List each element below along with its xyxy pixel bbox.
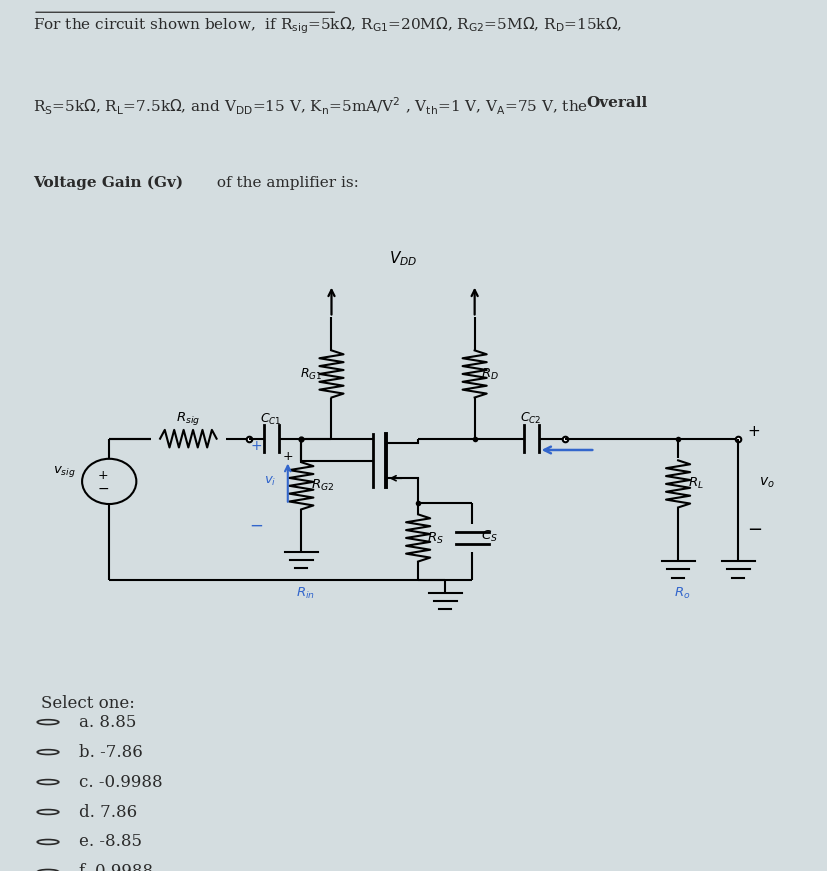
Text: R$_{\rm S}$=5k$\Omega$, R$_{\rm L}$=7.5k$\Omega$, and V$_{\rm DD}$=15 V, K$_{\rm: R$_{\rm S}$=5k$\Omega$, R$_{\rm L}$=7.5k… (33, 96, 588, 117)
Text: $v_o$: $v_o$ (758, 476, 774, 490)
Text: Select one:: Select one: (41, 695, 135, 712)
Text: +: + (282, 450, 293, 463)
Text: $R_{G2}$: $R_{G2}$ (311, 478, 334, 493)
Text: $R_{in}$: $R_{in}$ (295, 586, 314, 602)
Text: −: − (249, 517, 263, 535)
Text: +: + (98, 469, 108, 482)
Text: +: + (747, 423, 759, 439)
Text: $C_{C1}$: $C_{C1}$ (261, 412, 282, 428)
Text: $v_{sig}$: $v_{sig}$ (53, 464, 75, 479)
Text: a. 8.85: a. 8.85 (79, 713, 136, 731)
Text: +: + (250, 439, 261, 453)
Text: $C_{C2}$: $C_{C2}$ (520, 411, 541, 426)
Text: d. 7.86: d. 7.86 (79, 804, 136, 820)
Text: e. -8.85: e. -8.85 (79, 834, 141, 850)
Text: b. -7.86: b. -7.86 (79, 744, 142, 760)
Text: $R_D$: $R_D$ (480, 367, 498, 381)
Text: $C_S$: $C_S$ (480, 529, 498, 544)
Text: of the amplifier is:: of the amplifier is: (212, 176, 358, 190)
Text: $v_i$: $v_i$ (263, 475, 275, 488)
Text: $R_{sig}$: $R_{sig}$ (176, 410, 200, 428)
Text: Voltage Gain (Gv): Voltage Gain (Gv) (33, 176, 183, 190)
Text: $R_o$: $R_o$ (673, 586, 689, 602)
Text: c. -0.9988: c. -0.9988 (79, 773, 162, 791)
Text: $R_L$: $R_L$ (687, 476, 703, 491)
Text: $R_S$: $R_S$ (427, 530, 443, 545)
Text: −: − (747, 521, 762, 539)
Text: For the circuit shown below,  if R$_{\rm sig}$=5k$\Omega$, R$_{\rm G1}$=20M$\Ome: For the circuit shown below, if R$_{\rm … (33, 16, 622, 37)
Text: f. 0.9988: f. 0.9988 (79, 863, 153, 871)
Text: −: − (98, 482, 109, 496)
Text: $V_{DD}$: $V_{DD}$ (389, 249, 417, 267)
Text: Overall: Overall (586, 96, 647, 110)
Text: $R_{G1}$: $R_{G1}$ (300, 367, 322, 381)
